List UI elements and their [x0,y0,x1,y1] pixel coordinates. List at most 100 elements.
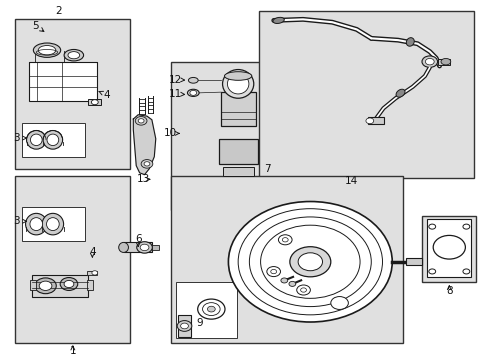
Bar [30,280,36,291]
Ellipse shape [395,89,404,97]
Ellipse shape [406,38,413,46]
Bar [427,220,470,277]
Circle shape [428,224,435,229]
Text: 7: 7 [264,164,271,174]
Text: 6: 6 [135,234,141,244]
Bar [87,271,97,275]
Circle shape [39,281,52,291]
Circle shape [270,269,276,274]
Circle shape [289,247,330,277]
Circle shape [425,58,433,65]
Ellipse shape [272,17,284,23]
Text: 10: 10 [163,129,177,138]
Ellipse shape [189,90,196,95]
Bar [219,139,258,164]
Circle shape [421,56,437,67]
Circle shape [91,100,98,105]
Circle shape [140,244,149,251]
Ellipse shape [42,213,63,235]
Bar [32,275,88,297]
Ellipse shape [119,242,128,252]
Text: 9: 9 [196,319,203,328]
Text: 2: 2 [55,6,61,16]
Circle shape [228,202,391,322]
Circle shape [135,117,147,125]
Text: 3: 3 [14,216,20,226]
Ellipse shape [43,131,62,149]
Bar [29,62,97,101]
Polygon shape [133,115,156,175]
Ellipse shape [47,134,59,145]
Bar [222,167,254,176]
Bar [21,207,85,241]
Ellipse shape [222,69,253,98]
Circle shape [144,162,150,166]
Bar [221,92,256,126]
Bar [21,123,85,157]
Bar [437,59,449,64]
Circle shape [428,269,435,274]
Circle shape [462,224,469,229]
Text: 1: 1 [69,346,76,356]
Bar [152,244,159,250]
Circle shape [177,320,191,331]
Bar [405,258,421,265]
Circle shape [298,253,322,271]
Ellipse shape [25,213,47,235]
Circle shape [282,238,287,242]
Text: 12: 12 [168,75,182,85]
Circle shape [288,282,295,287]
Circle shape [137,242,152,253]
Ellipse shape [227,74,248,94]
Text: 13: 13 [136,174,149,184]
Bar [123,242,152,252]
Circle shape [197,299,224,319]
Circle shape [462,269,469,274]
Ellipse shape [187,89,199,96]
Bar [15,19,130,169]
Circle shape [138,119,144,123]
Text: 5: 5 [32,21,39,31]
Text: 11: 11 [168,89,182,99]
Circle shape [202,303,220,316]
Circle shape [296,285,310,295]
Ellipse shape [46,218,59,230]
Ellipse shape [440,58,450,65]
Circle shape [35,278,56,294]
Text: 4: 4 [89,247,96,257]
Circle shape [60,278,78,291]
Bar [259,12,473,178]
Ellipse shape [26,131,46,149]
Bar [177,315,191,337]
Circle shape [64,280,74,288]
Ellipse shape [33,43,61,57]
Circle shape [180,323,188,329]
Circle shape [280,278,287,283]
Ellipse shape [68,51,80,59]
Ellipse shape [30,218,42,230]
Bar [171,176,402,343]
Circle shape [278,235,291,245]
Ellipse shape [30,134,42,145]
Text: 14: 14 [345,176,358,186]
Bar [171,62,276,211]
Ellipse shape [224,72,251,80]
Ellipse shape [64,49,83,61]
Circle shape [92,271,98,275]
Circle shape [207,306,215,312]
Bar [88,99,101,105]
Text: 8: 8 [445,286,452,296]
Bar [176,282,237,338]
Bar [87,280,93,291]
Circle shape [300,288,306,292]
Bar [367,117,383,125]
Bar [422,216,475,282]
Circle shape [141,159,153,168]
Circle shape [330,297,347,310]
Text: 4: 4 [103,90,110,100]
Ellipse shape [188,77,198,83]
Circle shape [432,235,465,259]
Ellipse shape [365,118,373,124]
Circle shape [266,266,280,276]
Bar [15,176,130,343]
